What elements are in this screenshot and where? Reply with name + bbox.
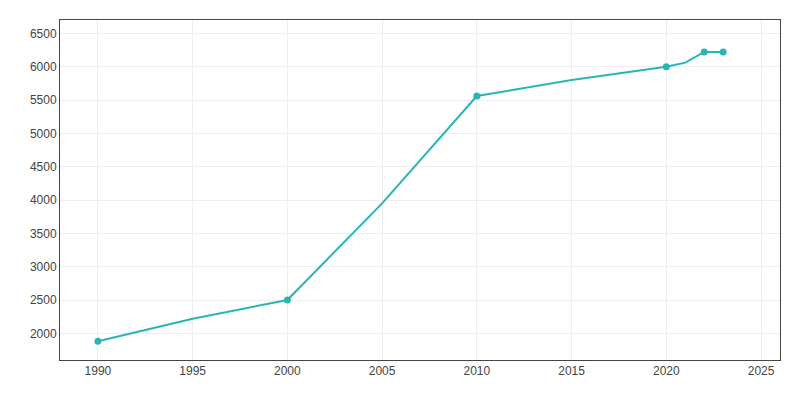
svg-text:5000: 5000 — [30, 127, 57, 141]
svg-text:2500: 2500 — [30, 293, 57, 307]
svg-text:1995: 1995 — [179, 364, 206, 378]
svg-text:5500: 5500 — [30, 93, 57, 107]
svg-text:2010: 2010 — [463, 364, 490, 378]
svg-text:3000: 3000 — [30, 260, 57, 274]
svg-text:2000: 2000 — [30, 327, 57, 341]
svg-text:1990: 1990 — [85, 364, 112, 378]
svg-text:2005: 2005 — [369, 364, 396, 378]
svg-text:2000: 2000 — [274, 364, 301, 378]
svg-text:2020: 2020 — [653, 364, 680, 378]
svg-text:3500: 3500 — [30, 227, 57, 241]
svg-text:2015: 2015 — [558, 364, 585, 378]
svg-text:2025: 2025 — [748, 364, 775, 378]
svg-text:6000: 6000 — [30, 60, 57, 74]
svg-text:4000: 4000 — [30, 193, 57, 207]
svg-text:4500: 4500 — [30, 160, 57, 174]
svg-text:6500: 6500 — [30, 27, 57, 41]
